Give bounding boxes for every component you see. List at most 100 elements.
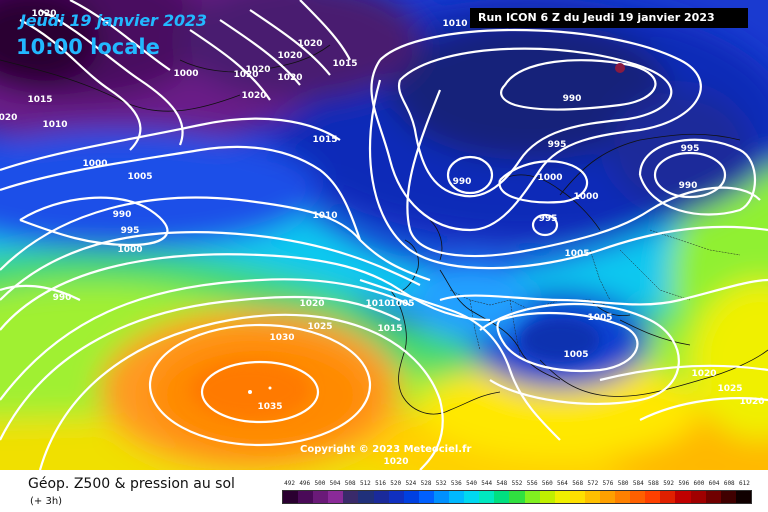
- isobar-label: 1015: [27, 95, 53, 105]
- scale-label: 496: [299, 480, 311, 487]
- isobar-label: 1000: [537, 173, 563, 183]
- isobar-label: 995: [120, 226, 140, 236]
- scale-label: 492: [284, 480, 295, 487]
- scale-label: 612: [738, 480, 750, 487]
- scale-swatch: [313, 491, 329, 503]
- map-svg: [0, 0, 768, 470]
- isobar-label: 1005: [563, 350, 589, 360]
- isobar-label: 995: [538, 214, 558, 224]
- isobar-label: 1000: [82, 159, 108, 169]
- forecast-date: Jeudi 19 janvier 2023: [20, 11, 207, 30]
- scale-label: 508: [344, 480, 356, 487]
- map-canvas: 1010 1020 1015 1020 1020 1020 1000 1020 …: [0, 0, 768, 470]
- copyright-notice: Copyright © 2023 Meteociel.fr: [300, 444, 472, 455]
- scale-swatch: [494, 491, 510, 503]
- isobar-label: 990: [562, 94, 582, 104]
- isobar-label: 1020: [241, 91, 267, 101]
- high-center-marker: [268, 386, 272, 390]
- isobar-label: 1030: [269, 333, 295, 343]
- scale-swatch: [615, 491, 631, 503]
- scale-label: 524: [405, 480, 417, 487]
- scale-swatch: [630, 491, 646, 503]
- isobar-label: 990: [678, 181, 698, 191]
- scale-label: 604: [708, 480, 720, 487]
- isobar-label: 1015: [312, 135, 338, 145]
- scale-label: 504: [329, 480, 341, 487]
- isobar-label: 1025: [307, 322, 333, 332]
- isobar-label: 990: [52, 293, 72, 303]
- scale-swatch: [705, 491, 721, 503]
- high-center-marker: [248, 390, 252, 394]
- pressure-center-markers: [248, 63, 625, 394]
- scale-label: 568: [572, 480, 584, 487]
- isobar-label: 1010: [365, 299, 391, 309]
- scale-label: 520: [390, 480, 402, 487]
- scale-label: 588: [648, 480, 659, 487]
- coastlines: [0, 44, 768, 415]
- isobar-label: 1000: [173, 69, 199, 79]
- isobar-label: 1000: [573, 192, 599, 202]
- scale-label: 540: [466, 480, 477, 487]
- scale-label: 512: [359, 480, 371, 487]
- isobar-label: 1020: [245, 65, 271, 75]
- scale-label: 536: [450, 480, 462, 487]
- scale-swatch: [464, 491, 480, 503]
- scale-label: 528: [420, 480, 432, 487]
- scale-swatch: [554, 491, 570, 503]
- scale-swatch: [539, 491, 555, 503]
- isobar-label: 1005: [389, 299, 415, 309]
- isobar-label: 1020: [691, 369, 717, 379]
- scale-swatch: [328, 491, 344, 503]
- isobar-label: 1015: [377, 324, 403, 334]
- isobar-label: 1005: [587, 313, 613, 323]
- isobar-label: 1015: [332, 59, 358, 69]
- scale-swatch: [283, 491, 299, 503]
- scale-swatch: [479, 491, 495, 503]
- isobar-label: 1020: [233, 70, 259, 80]
- scale-swatch: [735, 491, 751, 503]
- scale-swatch: [599, 491, 616, 503]
- low-center-marker: [615, 63, 625, 73]
- scale-label: 592: [663, 480, 675, 487]
- isobar-label: 1020: [383, 457, 409, 467]
- scale-swatch: [388, 491, 404, 503]
- scale-label: 576: [602, 480, 614, 487]
- scale-swatch: [569, 491, 585, 503]
- isobar-label: 1000: [117, 245, 143, 255]
- scale-label: 500: [314, 480, 326, 487]
- isobar-label: 990: [452, 177, 472, 187]
- isobar-label: 1010: [312, 211, 338, 221]
- scale-label: 544: [481, 480, 493, 487]
- scale-swatch: [373, 491, 389, 503]
- scale-swatch: [509, 491, 525, 503]
- isobar-label: 1010: [442, 19, 468, 29]
- scale-swatch: [449, 491, 465, 503]
- scale-label: 572: [587, 480, 599, 487]
- isobar-label: 1020: [299, 299, 325, 309]
- scale-label: 596: [678, 480, 690, 487]
- isobar-label: 020: [0, 113, 18, 123]
- isobar-label: 1005: [564, 249, 590, 259]
- isobar-label: 1020: [31, 9, 57, 19]
- color-scale-bar: [282, 490, 752, 504]
- isobar-label: 1020: [277, 73, 303, 83]
- isobar-label: 995: [680, 144, 700, 154]
- scale-label: 548: [496, 480, 508, 487]
- scale-swatch: [524, 491, 540, 503]
- scale-label: 532: [435, 480, 447, 487]
- isobar-label: 1035: [257, 402, 283, 412]
- forecast-offset: (+ 3h): [30, 496, 63, 507]
- isobar-label: 1005: [127, 172, 153, 182]
- scale-swatch: [584, 491, 600, 503]
- isobar-label: 1025: [717, 384, 743, 394]
- isobar-label: 995: [547, 140, 567, 150]
- run-banner: Run ICON 6 Z du Jeudi 19 janvier 2023: [470, 8, 748, 28]
- scale-swatch: [675, 491, 691, 503]
- scale-swatch: [690, 491, 706, 503]
- scale-swatch: [343, 491, 359, 503]
- isobar-label: 990: [112, 210, 132, 220]
- scale-label: 564: [557, 480, 568, 487]
- scale-swatch: [433, 491, 450, 503]
- scale-label: 600: [693, 480, 705, 487]
